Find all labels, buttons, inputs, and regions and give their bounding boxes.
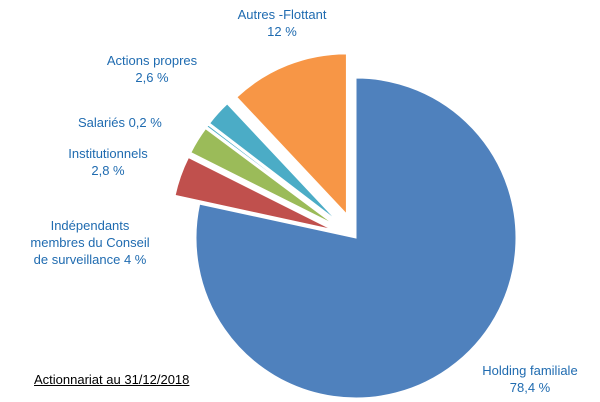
pie-slice-actions-propres [208, 103, 338, 221]
label-autres-flottant-value: 12 % [267, 24, 297, 39]
pie-slice-salaries [206, 124, 336, 223]
label-holding-familiale-value: 78,4 % [509, 380, 551, 395]
label-institutionnels-name: Institutionnels [68, 146, 148, 161]
label-autres-flottant-name: Autres -Flottant [237, 7, 327, 22]
label-actions-propres-value: 2,6 % [135, 70, 169, 85]
pie-slice-institutionnels [190, 127, 335, 225]
chart-caption: Actionnariat au 31/12/2018 [34, 372, 190, 387]
label-independants-line1: Indépendants [50, 218, 130, 233]
label-autres-flottant: Autres -Flottant 12 % [222, 6, 342, 40]
label-independants: Indépendants membres du Conseil de surve… [20, 217, 160, 268]
label-institutionnels-value: 2,8 % [91, 163, 125, 178]
label-holding-familiale-name: Holding familiale [482, 363, 578, 378]
label-actions-propres: Actions propres 2,6 % [92, 52, 212, 86]
pie-slice-holding-familiale [195, 77, 517, 399]
label-actions-propres-name: Actions propres [106, 53, 198, 68]
label-institutionnels: Institutionnels 2,8 % [48, 145, 168, 179]
pie-slice-autres-flottant [236, 53, 347, 216]
label-salaries: Salariés 0,2 % [78, 115, 162, 130]
pie-slice-independants-membres-du-conseil-de-surveillance [174, 156, 332, 230]
label-independants-line3: de surveillance 4 % [33, 252, 147, 267]
label-holding-familiale: Holding familiale 78,4 % [470, 362, 590, 396]
label-independants-line2: membres du Conseil [30, 235, 150, 250]
